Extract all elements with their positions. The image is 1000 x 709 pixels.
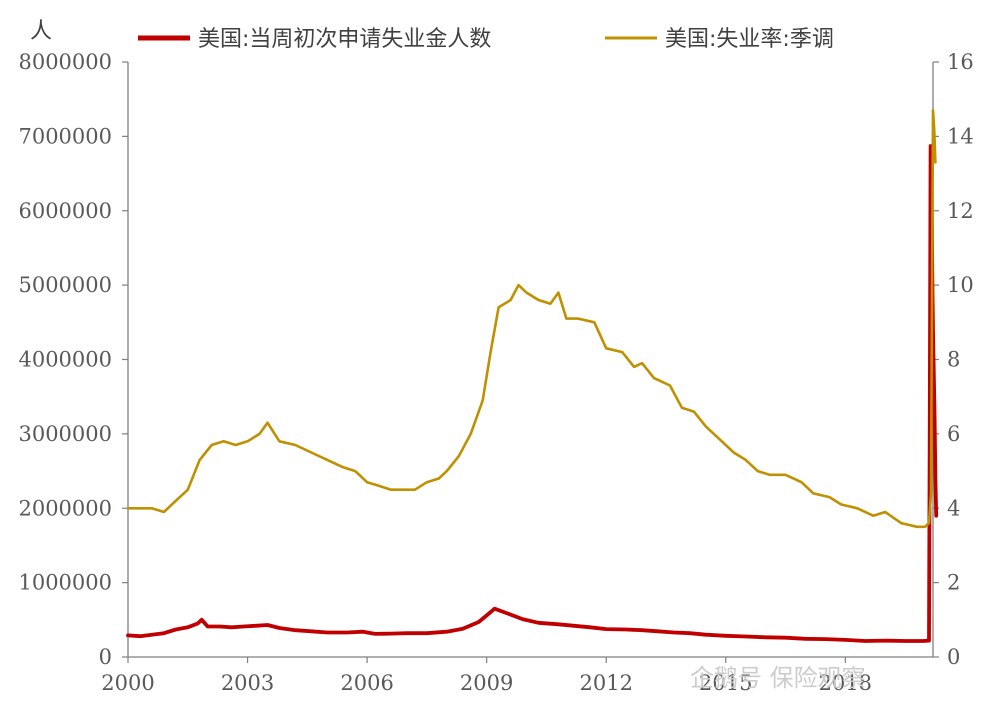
y-left-tick-label: 0 <box>99 645 112 669</box>
y-left-tick-label: 6000000 <box>18 199 112 223</box>
y-right-tick-label: 8 <box>947 348 960 372</box>
series-initial-claims-line <box>126 144 939 643</box>
y-left-tick-label: 2000000 <box>18 496 112 520</box>
axes: 0 1000000 2000000 3000000 4000000 5000000 6000… <box>18 50 973 695</box>
y-right-tick-label: 16 <box>947 50 974 74</box>
legend-label: 美国:失业率:季调 <box>665 27 834 52</box>
series-lines <box>126 109 939 643</box>
x-tick-label: 2015 <box>699 671 752 695</box>
y-left-tick-label: 7000000 <box>18 124 112 148</box>
y-right-tick-label: 14 <box>947 124 974 148</box>
y-right-tick-label: 2 <box>947 571 960 595</box>
y-right-tick-label: 10 <box>947 273 974 297</box>
x-tick-label: 2003 <box>221 671 274 695</box>
series-unemployment-rate-line <box>126 109 937 529</box>
y-right-tick-label: 0 <box>947 645 960 669</box>
x-tick-label: 2006 <box>340 671 393 695</box>
y-left-tick-label: 8000000 <box>18 50 112 74</box>
legend: 美国:当周初次申请失业金人数 美国:失业率:季调 <box>138 27 834 52</box>
y-right-tick-label: 6 <box>947 422 960 446</box>
y-left-tick-label: 5000000 <box>18 273 112 297</box>
y-left-tick-label: 4000000 <box>18 348 112 372</box>
y-left-tick-label: 1000000 <box>18 571 112 595</box>
x-tick-label: 2018 <box>819 671 872 695</box>
legend-label: 美国:当周初次申请失业金人数 <box>198 27 491 52</box>
left-axis-unit: 人 <box>30 19 52 44</box>
y-right-tick-label: 12 <box>947 199 974 223</box>
x-tick-label: 2012 <box>579 671 632 695</box>
x-tick-label: 2009 <box>460 671 513 695</box>
x-tick-label: 2000 <box>101 671 154 695</box>
watermark: 企鹅号 保险观察 <box>690 664 866 692</box>
y-left-tick-label: 3000000 <box>18 422 112 446</box>
y-right-tick-label: 4 <box>947 496 960 520</box>
